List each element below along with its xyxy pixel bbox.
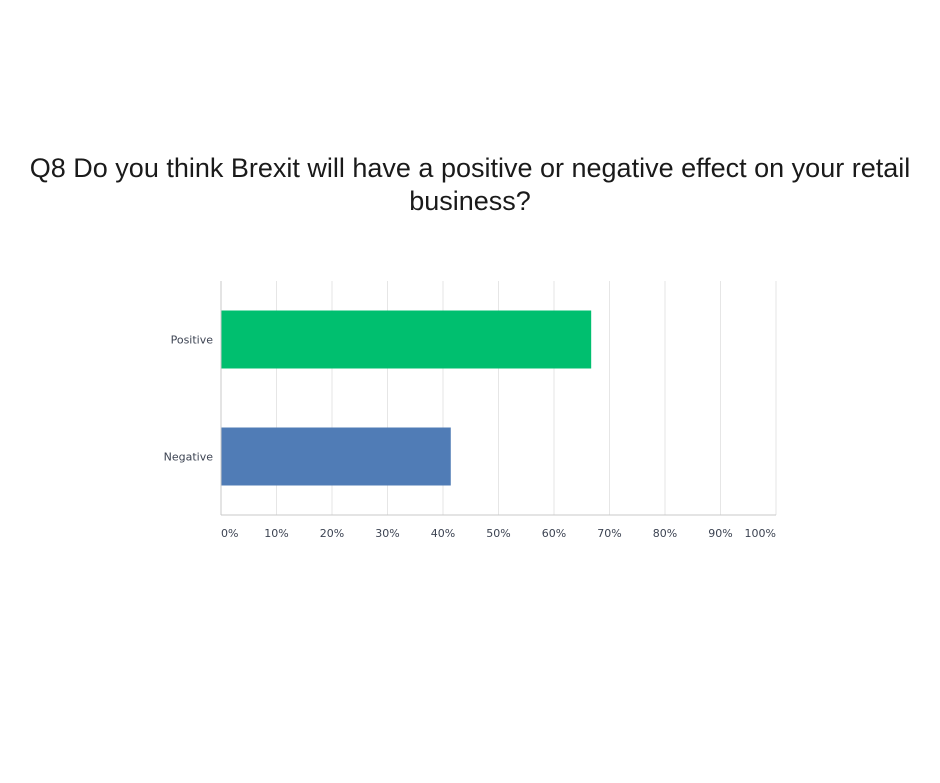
x-tick-label: 50% [486, 527, 510, 540]
x-tick-label: 90% [708, 527, 732, 540]
x-tick-label: 10% [264, 527, 288, 540]
x-tick-label: 70% [597, 527, 621, 540]
x-tick-label: 0% [221, 527, 238, 540]
labels: 0% 10% 20% 30% 40% 50% 60% 70% 80% 90% 100% Positiv… [164, 334, 776, 541]
x-tick-label: 80% [653, 527, 677, 540]
category-label-positive: Positive [171, 334, 214, 347]
category-label-negative: Negative [164, 451, 214, 464]
bar-positive [221, 310, 592, 369]
x-tick-label: 100% [745, 527, 776, 540]
x-tick-label: 40% [431, 527, 455, 540]
x-tick-label: 20% [320, 527, 344, 540]
bar-negative [221, 427, 451, 486]
x-tick-label: 30% [375, 527, 399, 540]
x-tick-label: 60% [542, 527, 566, 540]
chart-title: Q8 Do you think Brexit will have a posit… [29, 153, 911, 216]
bars [221, 310, 592, 486]
axes [220, 281, 776, 516]
